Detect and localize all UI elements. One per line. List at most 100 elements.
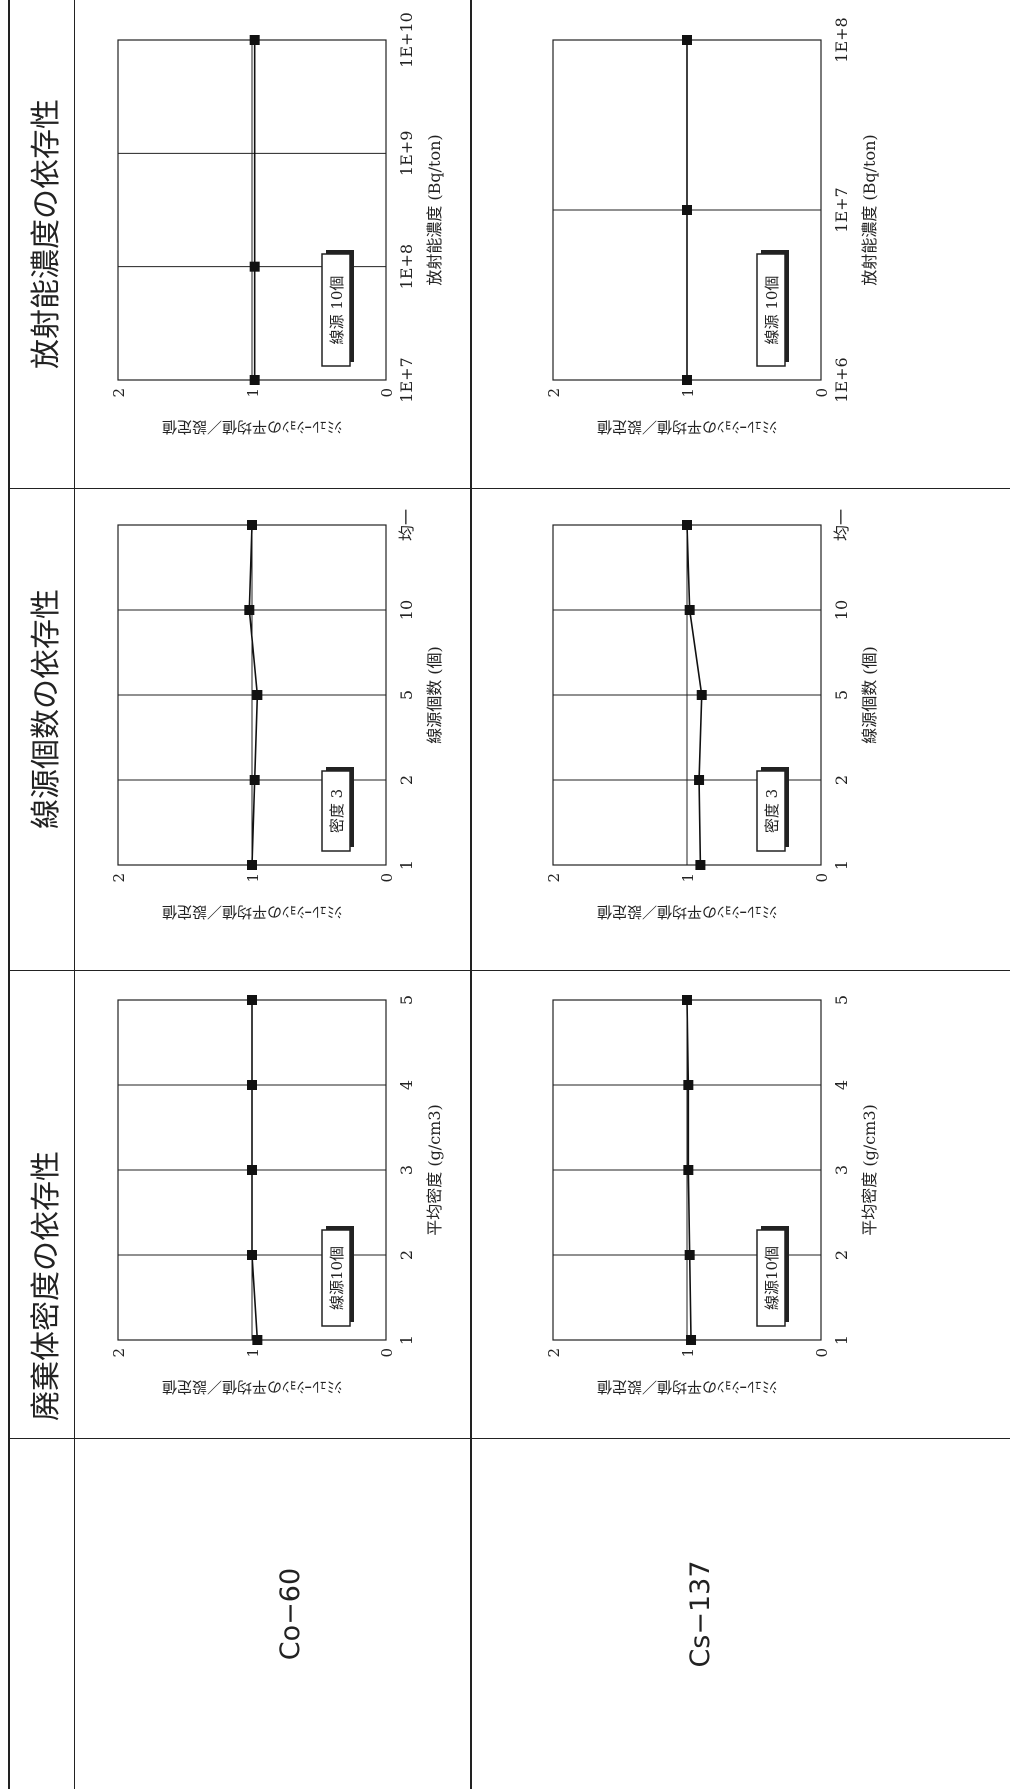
table-col-divider-isotope [8,1438,1010,1439]
data-point [247,1080,257,1090]
y-tick-label: 2 [545,1348,563,1358]
legend-box [756,770,786,852]
legend-box [321,1229,351,1327]
legend-label: 線源 10個 [328,276,346,345]
column-header-density-text: 廃棄体密度の依存性 [29,1151,64,1421]
table-col-divider-2 [8,488,1010,489]
data-point [244,605,255,615]
x-tick-label: 1 [397,860,416,870]
x-axis-label: 放射能濃度 (Bq/ton) [860,134,879,285]
x-tick-label: 1E+7 [397,357,416,402]
data-point [682,35,692,45]
x-tick-label: 10 [832,600,851,620]
data-point [247,860,257,870]
data-point [247,995,257,1005]
chart-co60-activity: 0 1 2 1E+7 1E+8 1E+9 1E+10 放射能濃度 (Bq/ton) ｼﾐｭﾚｰｼ… [110,12,444,436]
column-header-source-count-text: 線源個数の依存性 [29,589,64,829]
data-point [682,995,692,1005]
x-axis-label: 線源個数 (個) [860,646,879,744]
data-point [684,1250,695,1260]
x-tick-label: 1E+8 [832,17,851,62]
y-tick-label: 1 [244,1348,262,1358]
legend-box [321,770,351,852]
row-label-cs137: Cs−137 [600,1439,800,1789]
x-tick-label: 1 [832,1335,851,1345]
x-axis-label: 線源個数 (個) [425,646,444,744]
data-point [694,775,705,785]
data-point [682,375,692,385]
legend-box [321,253,351,367]
x-tick-label: 4 [397,1080,416,1090]
x-axis-label: 平均密度 (g/cm3) [860,1104,879,1236]
table-row-divider-header [74,0,75,1789]
x-tick-label: 2 [832,775,851,785]
y-tick-label: 0 [813,873,831,883]
data-point [682,520,692,530]
y-tick-label: 2 [110,873,128,883]
y-tick-label: 2 [110,388,128,398]
x-tick-label: 1E+6 [832,357,851,402]
legend-label: 線源10個 [328,1246,346,1310]
y-tick-label: 1 [679,873,697,883]
legend-label: 密度 3 [763,789,781,833]
data-point [249,375,260,385]
data-point [249,775,260,785]
y-tick-label: 0 [813,1348,831,1358]
x-tick-label: 2 [397,1250,416,1260]
legend-label: 密度 3 [328,789,346,833]
x-tick-label: 3 [397,1165,416,1175]
data-point [252,690,263,700]
y-axis-label: ｼﾐｭﾚｰｼｮﾝの平均値／設定値 [597,903,777,921]
y-tick-label: 1 [679,388,697,398]
y-tick-label: 2 [110,1348,128,1358]
y-tick-label: 0 [378,388,396,398]
x-tick-label: 1 [397,1335,416,1345]
x-tick-label: 5 [397,690,416,700]
x-tick-label: 5 [397,995,416,1005]
data-point [686,1335,697,1345]
legend-box [756,1229,786,1327]
x-tick-label: 1E+7 [832,187,851,232]
legend-label: 線源10個 [763,1246,781,1310]
x-tick-label: 3 [832,1165,851,1175]
y-axis-label: ｼﾐｭﾚｰｼｮﾝの平均値／設定値 [162,418,342,436]
x-tick-label: 1 [832,860,851,870]
x-tick-label: 5 [832,995,851,1005]
column-header-activity: 放射能濃度の依存性 [14,9,72,369]
column-header-source-count: 線源個数の依存性 [14,499,72,829]
table-col-divider-1 [8,970,1010,971]
y-tick-label: 1 [244,388,262,398]
y-tick-label: 0 [378,1348,396,1358]
data-point [696,690,707,700]
data-point [252,1335,263,1345]
y-axis-label: ｼﾐｭﾚｰｼｮﾝの平均値／設定値 [597,1378,777,1396]
x-axis-label: 放射能濃度 (Bq/ton) [425,134,444,285]
data-point [695,860,706,870]
chart-cs137-activity: 0 1 2 1E+6 1E+7 1E+8 放射能濃度 (Bq/ton) ｼﾐｭﾚｰｼｮﾝの平均… [545,17,879,436]
legend-box [756,253,786,367]
x-tick-label: 均一 [397,509,416,541]
y-axis-label: ｼﾐｭﾚｰｼｮﾝの平均値／設定値 [597,418,777,436]
row-label-co60-text: Co−60 [274,1567,306,1661]
y-tick-label: 2 [545,873,563,883]
x-tick-label: 5 [832,690,851,700]
y-axis-label: ｼﾐｭﾚｰｼｮﾝの平均値／設定値 [162,1378,342,1396]
data-point [683,1165,694,1175]
x-tick-label: 2 [832,1250,851,1260]
row-label-cs137-text: Cs−137 [684,1560,716,1668]
x-axis-label: 平均密度 (g/cm3) [425,1104,444,1236]
y-tick-label: 1 [244,873,262,883]
column-header-activity-text: 放射能濃度の依存性 [29,99,64,369]
data-point [249,35,260,45]
y-tick-label: 2 [545,388,563,398]
y-axis-label: ｼﾐｭﾚｰｼｮﾝの平均値／設定値 [162,903,342,921]
x-tick-label: 均一 [832,509,851,541]
x-tick-label: 2 [397,775,416,785]
